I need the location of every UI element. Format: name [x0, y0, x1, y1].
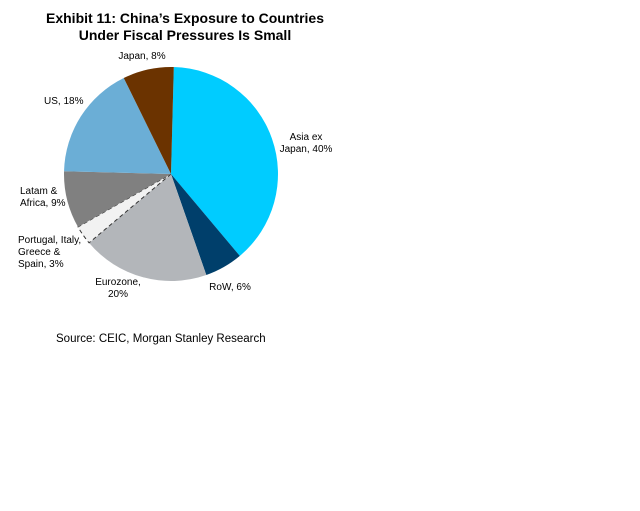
chart-title-line-2: Under Fiscal Pressures Is Small	[78, 27, 292, 43]
data-label-portugal-italy-greece-spain: Portugal, Italy, Greece & Spain, 3%	[18, 235, 81, 270]
pie-slice-asia-ex-japan	[171, 67, 278, 256]
data-label-asia-ex-japan: Asia ex Japan, 40%	[280, 132, 333, 155]
pie-slice-japan	[123, 67, 174, 174]
data-label-row: RoW, 6%	[209, 282, 251, 293]
pie-slice-us	[64, 77, 171, 174]
data-label-us: US, 18%	[44, 96, 84, 107]
data-label-eurozone: Eurozone, 20%	[95, 277, 141, 300]
data-label-latam-africa: Latam & Africa, 9%	[20, 186, 66, 209]
source-note: Source: CEIC, Morgan Stanley Research	[56, 333, 266, 345]
pie-slice-row	[171, 174, 240, 276]
pie-slice-latam-africa	[64, 171, 171, 227]
chart-title: Exhibit 11: China’s Exposure to Countrie…	[20, 10, 350, 44]
pie-slice-eurozone	[89, 174, 207, 282]
pie-slice-portugal-italy-greece-spain	[77, 173, 172, 244]
data-label-japan: Japan, 8%	[118, 51, 165, 62]
chart-title-line-1: Exhibit 11: China’s Exposure to Countrie…	[46, 10, 324, 26]
